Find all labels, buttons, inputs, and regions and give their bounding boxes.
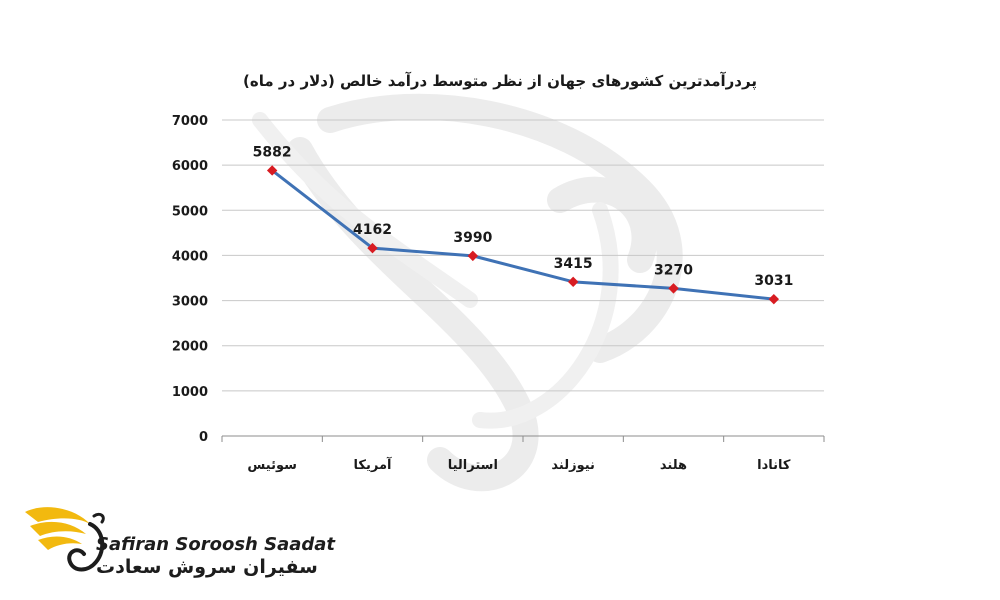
series-markers [266,165,780,305]
x-tick-label: هلند [660,458,687,473]
data-label: 3990 [453,230,492,246]
data-point [367,242,378,254]
axes [221,435,825,442]
x-tick-label: آمریکا [354,456,392,473]
series-line-path [271,169,774,301]
x-tick-label: استرالیا [448,458,498,473]
logo-name-english: Safiran Soroosh Saadat [96,534,336,555]
data-label: 3270 [654,262,693,278]
y-tick-label: 7000 [172,114,208,129]
series-line [271,169,774,301]
chart-title: پردرآمدترین کشورهای جهان از نظر متوسط در… [243,72,757,90]
y-tick-label: 3000 [172,295,208,310]
data-point [266,165,278,176]
data-label: 3415 [554,256,593,272]
y-tick-label: 0 [199,430,208,445]
data-labels: 5882 4162 3990 3415 3270 3031 [253,144,794,289]
data-point [768,293,780,305]
x-tick-label: سوئیس [247,458,297,473]
data-point [567,276,579,288]
gridlines [222,119,824,392]
y-tick-label: 1000 [172,385,208,400]
y-tick-label: 4000 [172,249,208,264]
x-tick-labels: سوئیس آمریکا استرالیا نیوزلند هلند کانادا [247,456,791,473]
data-label: 4162 [353,222,392,238]
x-tick-label: نیوزلند [551,458,595,473]
y-tick-label: 5000 [172,204,208,219]
x-tick-label: کانادا [757,458,791,473]
data-point [668,283,679,294]
data-label: 5882 [253,144,292,160]
logo-name-persian: سفیران سروش سعادت [96,556,318,578]
bird-wing-icon [25,507,105,572]
y-tick-label: 2000 [172,340,208,355]
data-label: 3031 [754,273,793,289]
y-tick-label: 6000 [172,159,208,174]
data-point [467,250,479,262]
y-tick-labels: 0 1000 2000 3000 4000 5000 6000 7000 [172,114,208,445]
company-logo [25,507,105,572]
